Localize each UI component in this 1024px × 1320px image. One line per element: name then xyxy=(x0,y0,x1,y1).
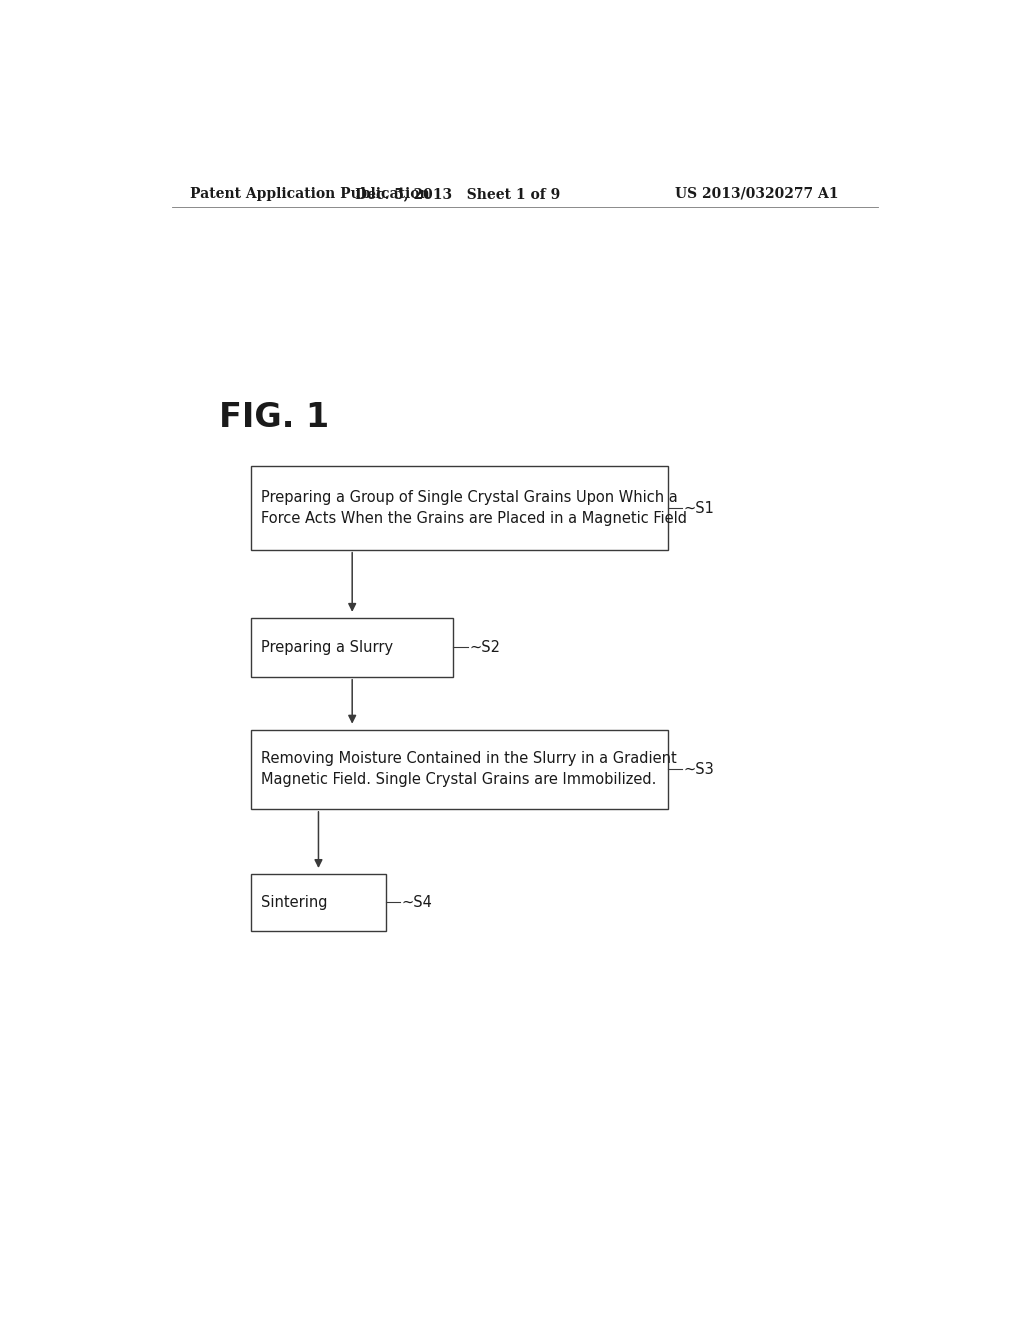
Text: ~S1: ~S1 xyxy=(684,500,715,516)
Text: ~S4: ~S4 xyxy=(401,895,433,909)
Bar xyxy=(251,618,454,677)
Text: FIG. 1: FIG. 1 xyxy=(219,401,330,434)
Text: Preparing a Group of Single Crystal Grains Upon Which a
Force Acts When the Grai: Preparing a Group of Single Crystal Grai… xyxy=(260,490,686,527)
Text: Dec. 5, 2013   Sheet 1 of 9: Dec. 5, 2013 Sheet 1 of 9 xyxy=(354,187,560,201)
Text: ~S2: ~S2 xyxy=(469,640,501,655)
Bar xyxy=(251,466,668,549)
Bar xyxy=(251,874,386,931)
Text: ~S3: ~S3 xyxy=(684,762,715,776)
Text: Sintering: Sintering xyxy=(260,895,327,909)
Bar xyxy=(251,730,668,809)
Text: Patent Application Publication: Patent Application Publication xyxy=(189,187,429,201)
Text: Preparing a Slurry: Preparing a Slurry xyxy=(260,640,392,655)
Text: US 2013/0320277 A1: US 2013/0320277 A1 xyxy=(675,187,839,201)
Text: Removing Moisture Contained in the Slurry in a Gradient
Magnetic Field. Single C: Removing Moisture Contained in the Slurr… xyxy=(260,751,676,787)
